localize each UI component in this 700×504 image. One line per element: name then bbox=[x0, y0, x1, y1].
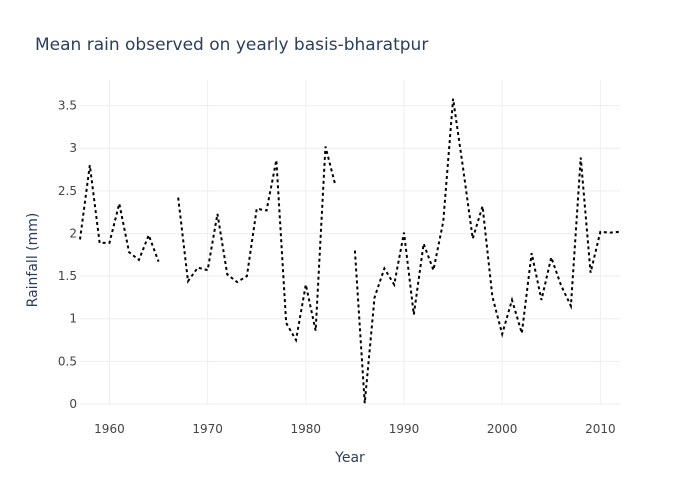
x-tick-label: 1990 bbox=[389, 422, 420, 436]
x-tick-label: 1980 bbox=[291, 422, 322, 436]
y-tick-label: 0 bbox=[69, 397, 77, 411]
series-line-segment bbox=[79, 165, 160, 262]
x-tick-label: 2000 bbox=[487, 422, 518, 436]
tick-labels: 0 0.5 1 1.5 2 2.5 3 3.5 1960 1970 1980 1990 2000 2010 bbox=[58, 99, 616, 436]
series-line-segment bbox=[353, 98, 621, 404]
y-tick-label: 3.5 bbox=[58, 99, 77, 113]
y-tick-label: 1.5 bbox=[58, 269, 77, 283]
x-tick-label: 2010 bbox=[585, 422, 616, 436]
y-axis-title: Rainfall (mm) bbox=[25, 213, 41, 308]
x-tick-label: 1970 bbox=[192, 422, 223, 436]
y-tick-label: 2.5 bbox=[58, 184, 77, 198]
y-tick-label: 0.5 bbox=[58, 354, 77, 368]
x-tick-label: 1960 bbox=[94, 422, 125, 436]
chart-title: Mean rain observed on yearly basis-bhara… bbox=[35, 35, 428, 55]
series-line-segment bbox=[177, 146, 337, 343]
x-axis-title: Year bbox=[334, 450, 365, 466]
y-tick-label: 1 bbox=[69, 312, 77, 326]
y-tick-label: 3 bbox=[69, 141, 77, 155]
data-series bbox=[79, 98, 621, 404]
grid-lines bbox=[80, 80, 620, 405]
y-tick-label: 2 bbox=[69, 226, 77, 240]
